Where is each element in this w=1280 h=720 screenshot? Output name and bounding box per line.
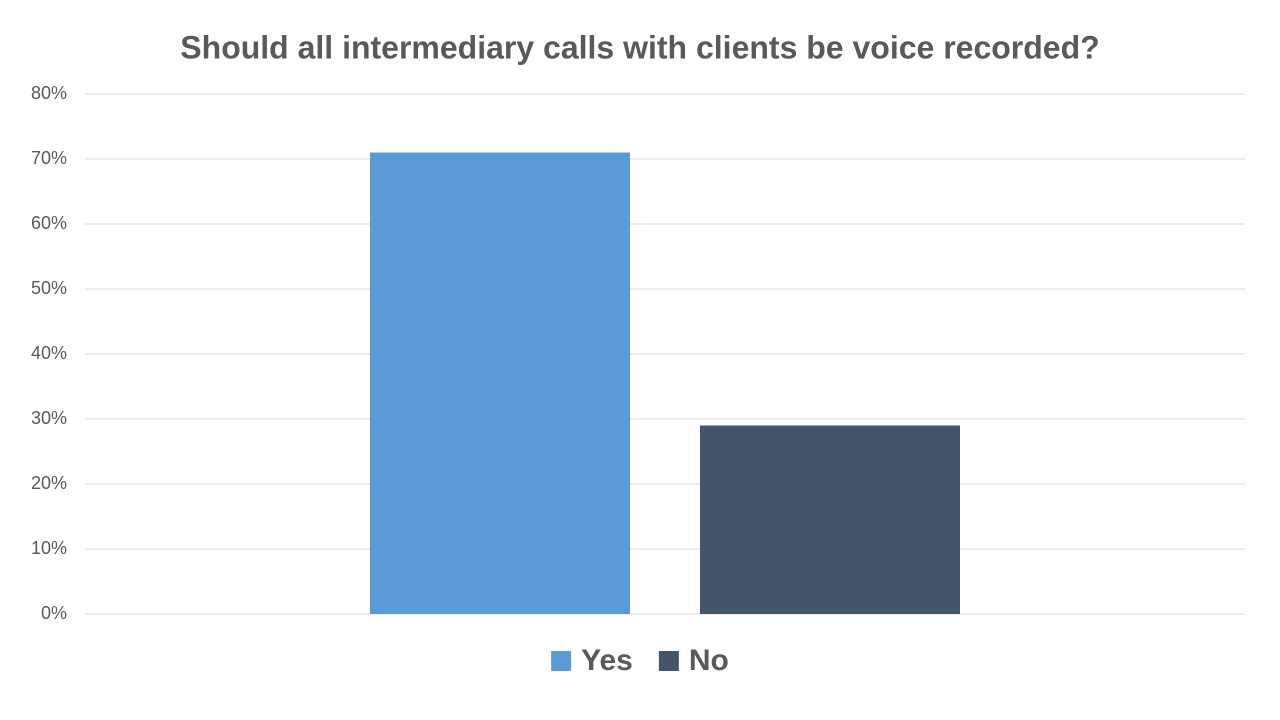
y-tick-label: 30% (31, 408, 67, 428)
y-tick-label: 10% (31, 538, 67, 558)
legend-label: Yes (581, 644, 633, 677)
y-tick-label: 70% (31, 148, 67, 168)
y-tick-label: 0% (41, 603, 67, 623)
bar (700, 425, 960, 614)
legend-label: No (689, 644, 729, 677)
legend-swatch (551, 651, 572, 671)
chart-title: Should all intermediary calls with clien… (180, 29, 1099, 65)
legend-swatch (658, 651, 679, 671)
y-tick-label: 50% (31, 278, 67, 298)
y-tick-label: 60% (31, 213, 67, 233)
y-tick-label: 20% (31, 473, 67, 493)
y-tick-label: 40% (31, 343, 67, 363)
y-tick-label: 80% (31, 83, 67, 103)
bar (370, 152, 630, 614)
